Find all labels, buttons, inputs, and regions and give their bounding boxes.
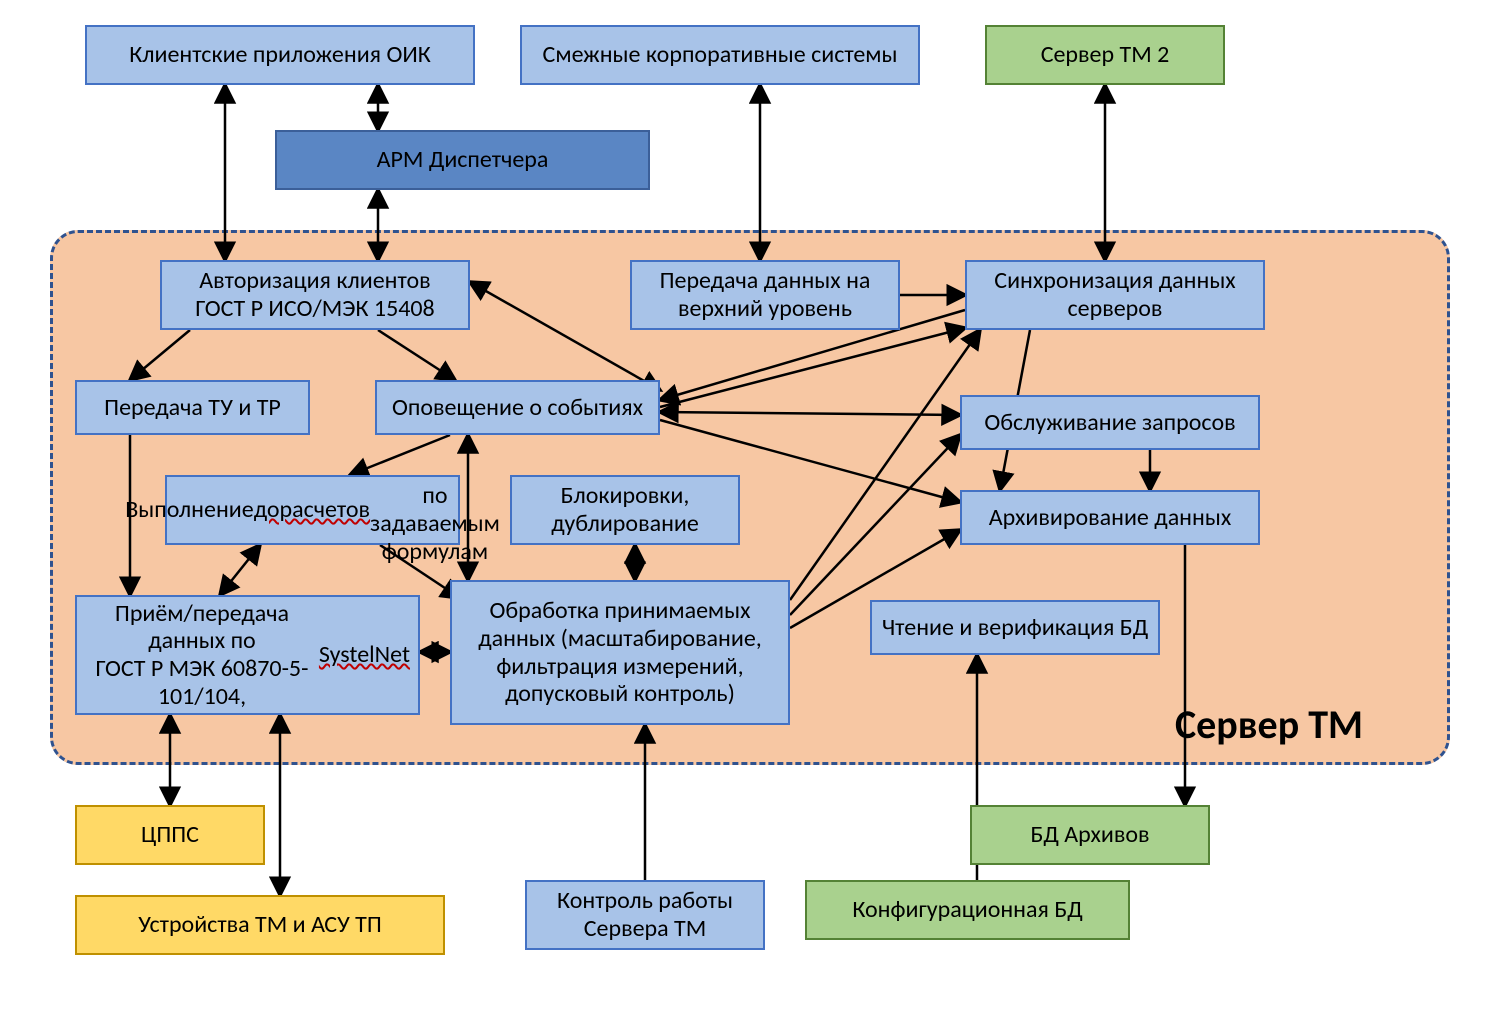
node-archive: Архивирование данных xyxy=(960,490,1260,545)
node-upload: Передача данных на верхний уровень xyxy=(630,260,900,330)
node-monitor: Контроль работы Сервера ТМ xyxy=(525,880,765,950)
node-calc: Выполнение дорасчетовпо задаваемым форму… xyxy=(165,475,460,545)
node-sync: Синхронизация данных серверов xyxy=(965,260,1265,330)
node-requests: Обслуживание запросов xyxy=(960,395,1260,450)
node-cpps: ЦППС xyxy=(75,805,265,865)
node-archivedb: БД Архивов xyxy=(970,805,1210,865)
node-tm2: Сервер ТМ 2 xyxy=(985,25,1225,85)
node-devices: Устройства ТМ и АСУ ТП xyxy=(75,895,445,955)
node-tu_tr: Передача ТУ и ТР xyxy=(75,380,310,435)
node-readdb: Чтение и верификация БД xyxy=(870,600,1160,655)
node-adjacent_sys: Смежные корпоративные системы xyxy=(520,25,920,85)
node-configdb: Конфигурационная БД xyxy=(805,880,1130,940)
node-client_apps: Клиентские приложения ОИК xyxy=(85,25,475,85)
node-events: Оповещение о событиях xyxy=(375,380,660,435)
node-auth: Авторизация клиентов ГОСТ Р ИСО/МЭК 1540… xyxy=(160,260,470,330)
server-tm-label: Сервер ТМ xyxy=(1175,700,1363,749)
node-arm: АРМ Диспетчера xyxy=(275,130,650,190)
node-recv: Приём/передача данных поГОСТ Р МЭК 60870… xyxy=(75,595,420,715)
node-block: Блокировки, дублирование xyxy=(510,475,740,545)
node-process: Обработка принимаемых данных (масштабиро… xyxy=(450,580,790,725)
diagram-stage: Сервер ТМ Клиентские приложения ОИК Смежн… xyxy=(0,0,1493,1024)
